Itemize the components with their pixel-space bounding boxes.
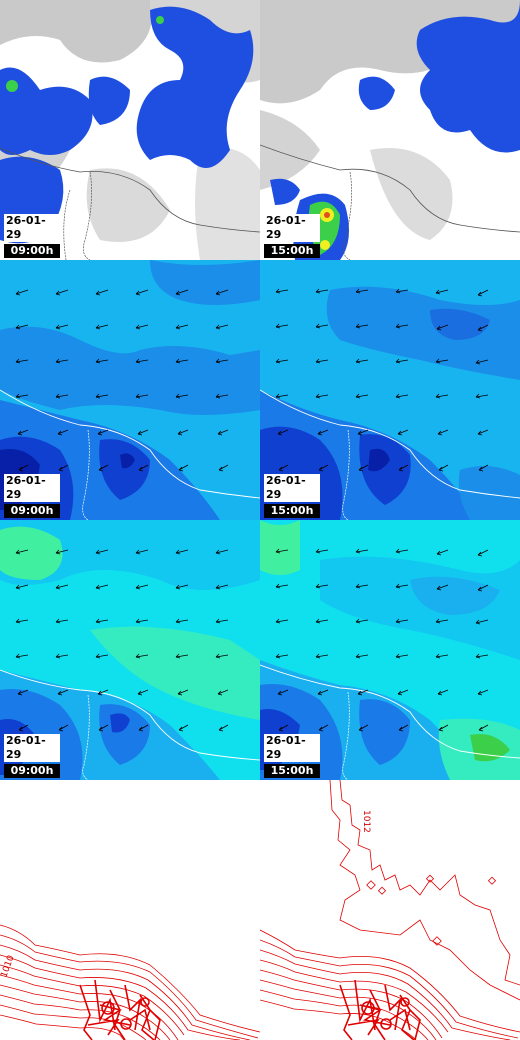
forecast-time: 09:00h [4, 504, 60, 518]
precipitation-field [0, 0, 260, 260]
forecast-time: 09:00h [4, 764, 60, 778]
isobar-field: 1010 [0, 780, 260, 1040]
forecast-time: 15:00h [264, 504, 320, 518]
pressure-map-1500: 1012 [260, 780, 520, 1040]
forecast-time: 15:00h [264, 244, 320, 258]
timestamp-badge: 26-01-29 09:00h [4, 734, 60, 778]
wind-map-1500: 26-01-29 15:00h [260, 260, 520, 520]
timestamp-badge: 26-01-29 09:00h [4, 214, 60, 258]
forecast-date: 26-01-29 [4, 734, 60, 762]
forecast-date: 26-01-29 [264, 214, 320, 242]
isobar-value-label: 1012 [361, 810, 371, 833]
forecast-date: 26-01-29 [4, 214, 60, 242]
forecast-time: 09:00h [4, 244, 60, 258]
forecast-time: 15:00h [264, 764, 320, 778]
precipitation-map-0900: 26-01-29 09:00h [0, 0, 260, 260]
forecast-date: 26-01-29 [4, 474, 60, 502]
timestamp-badge: 26-01-29 15:00h [264, 214, 320, 258]
precipitation-field [260, 0, 520, 260]
timestamp-badge: 26-01-29 09:00h [4, 474, 60, 518]
precipitation-map-1500: 26-01-29 15:00h [260, 0, 520, 260]
pressure-map-0900: 1010 [0, 780, 260, 1040]
wind-map-0900: 26-01-29 09:00h [0, 260, 260, 520]
timestamp-badge: 26-01-29 15:00h [264, 734, 320, 778]
forecast-date: 26-01-29 [264, 474, 320, 502]
gust-map-0900: 26-01-29 09:00h [0, 520, 260, 780]
isobar-field: 1012 [260, 780, 520, 1040]
forecast-date: 26-01-29 [264, 734, 320, 762]
gust-map-1500: 26-01-29 15:00h [260, 520, 520, 780]
timestamp-badge: 26-01-29 15:00h [264, 474, 320, 518]
